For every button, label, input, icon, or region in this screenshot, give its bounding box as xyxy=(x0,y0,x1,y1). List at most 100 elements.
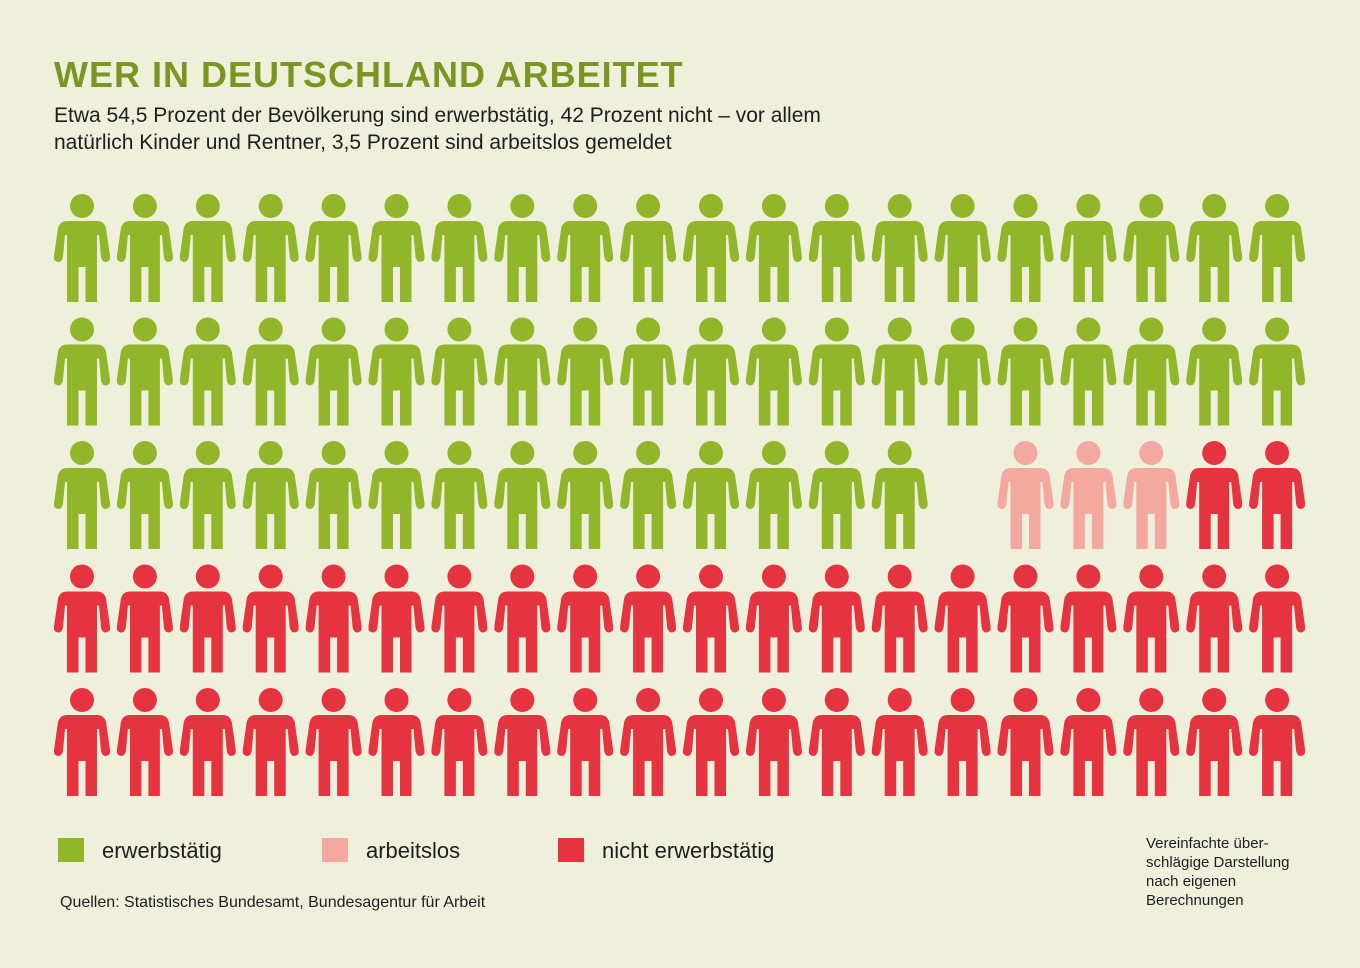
person-icon xyxy=(54,441,110,549)
person-icon-fill xyxy=(808,317,865,426)
person-icon-fill xyxy=(431,441,488,549)
legend-swatch-nicht-erwerbstaetig xyxy=(558,838,584,862)
person-icon-fill xyxy=(368,564,425,673)
person-icon xyxy=(557,441,614,549)
person-icon xyxy=(620,564,677,673)
person-icon-fill xyxy=(368,317,425,426)
person-icon xyxy=(431,194,488,302)
person-icon xyxy=(745,441,802,549)
person-icon xyxy=(1186,564,1243,673)
person-icon xyxy=(54,194,110,302)
person-icon xyxy=(1123,194,1180,302)
person-icon-fill xyxy=(871,441,928,549)
person-icon xyxy=(934,194,991,302)
person-icon xyxy=(1123,317,1180,426)
subtitle-line-2: natürlich Kinder und Rentner, 3,5 Prozen… xyxy=(54,131,672,154)
person-icon xyxy=(683,564,739,673)
person-icon-fill xyxy=(620,564,677,673)
person-icon xyxy=(1186,688,1243,796)
person-icon xyxy=(179,441,236,549)
person-icon xyxy=(1186,317,1243,426)
person-icon-fill xyxy=(494,564,551,673)
person-icon xyxy=(494,441,551,549)
person-icon-fill xyxy=(1060,194,1117,302)
person-icon xyxy=(179,564,236,673)
person-icon xyxy=(934,564,991,673)
person-icon xyxy=(1249,317,1306,426)
person-icon xyxy=(871,688,928,796)
person-icon xyxy=(242,194,299,302)
person-icon-fill xyxy=(997,564,1054,673)
person-icon-fill xyxy=(116,564,173,673)
method-note-line: Vereinfachte über- xyxy=(1146,835,1269,852)
legend-swatch-erwerbstaetig xyxy=(58,838,84,862)
person-icon xyxy=(1060,441,1117,549)
person-icon-fill xyxy=(934,194,991,302)
person-icon xyxy=(116,194,173,302)
person-icon xyxy=(683,317,739,426)
person-icon-fill xyxy=(1249,564,1306,673)
person-icon xyxy=(1249,564,1306,673)
chart-subtitle: Etwa 54,5 Prozent der Bevölkerung sind e… xyxy=(54,102,954,156)
person-icon xyxy=(808,317,865,426)
person-icon xyxy=(620,317,677,426)
person-icon-fill xyxy=(745,564,802,673)
person-icon xyxy=(620,194,677,302)
person-icon xyxy=(997,194,1054,302)
person-icon-fill xyxy=(1060,688,1117,796)
person-icon xyxy=(745,564,802,673)
person-icon-fill xyxy=(179,441,236,549)
person-icon-fill xyxy=(1249,317,1306,426)
person-icon-fill xyxy=(242,564,299,673)
person-icon xyxy=(431,317,488,426)
person-icon xyxy=(934,317,991,426)
person-icon-fill xyxy=(871,194,928,302)
person-icon xyxy=(557,317,614,426)
person-icon xyxy=(116,688,173,796)
person-icon-fill xyxy=(494,688,551,796)
person-icon-fill xyxy=(54,688,110,796)
person-icon-fill xyxy=(620,194,677,302)
person-icon-fill xyxy=(179,688,236,796)
person-icon-fill xyxy=(431,688,488,796)
person-pictogram-chart xyxy=(54,194,1306,796)
person-icon-fill xyxy=(934,317,991,426)
person-icon-fill xyxy=(745,194,802,302)
person-icon xyxy=(871,441,928,549)
person-icon-fill xyxy=(557,317,614,426)
person-icon-fill xyxy=(871,564,928,673)
person-icon xyxy=(1123,564,1180,673)
person-icon-fill xyxy=(1123,194,1180,302)
person-icon-fill xyxy=(1123,688,1180,796)
person-icon xyxy=(683,441,739,549)
legend-label-nicht-erwerbstaetig: nicht erwerbstätig xyxy=(602,838,775,863)
person-icon-fill xyxy=(242,441,299,549)
person-icon-fill xyxy=(808,441,865,549)
person-icon-fill xyxy=(1123,564,1180,673)
person-icon-fill xyxy=(1186,441,1243,549)
person-icon xyxy=(368,317,425,426)
person-icon-fill xyxy=(1186,317,1243,426)
chart-title: WER IN DEUTSCHLAND ARBEITET xyxy=(54,54,684,95)
person-icon-fill xyxy=(934,441,963,549)
subtitle-line-1: Etwa 54,5 Prozent der Bevölkerung sind e… xyxy=(54,104,821,127)
person-icon xyxy=(368,441,425,549)
person-icon-fill xyxy=(1060,441,1117,549)
person-icon-fill xyxy=(683,688,739,796)
person-icon-fill xyxy=(431,317,488,426)
person-icon-fill xyxy=(997,688,1054,796)
person-icon xyxy=(368,688,425,796)
person-icon xyxy=(242,688,299,796)
person-icon-fill xyxy=(962,441,991,549)
person-icon-fill xyxy=(934,688,991,796)
person-icon xyxy=(808,564,865,673)
person-icon-fill xyxy=(179,564,236,673)
person-icon-fill xyxy=(557,564,614,673)
person-icon xyxy=(116,317,173,426)
person-icon-fill xyxy=(997,317,1054,426)
person-icon-fill xyxy=(116,317,173,426)
person-icon-fill xyxy=(494,441,551,549)
legend-label-arbeitslos: arbeitslos xyxy=(366,838,461,863)
person-icon-fill xyxy=(305,564,362,673)
person-icon xyxy=(116,564,173,673)
